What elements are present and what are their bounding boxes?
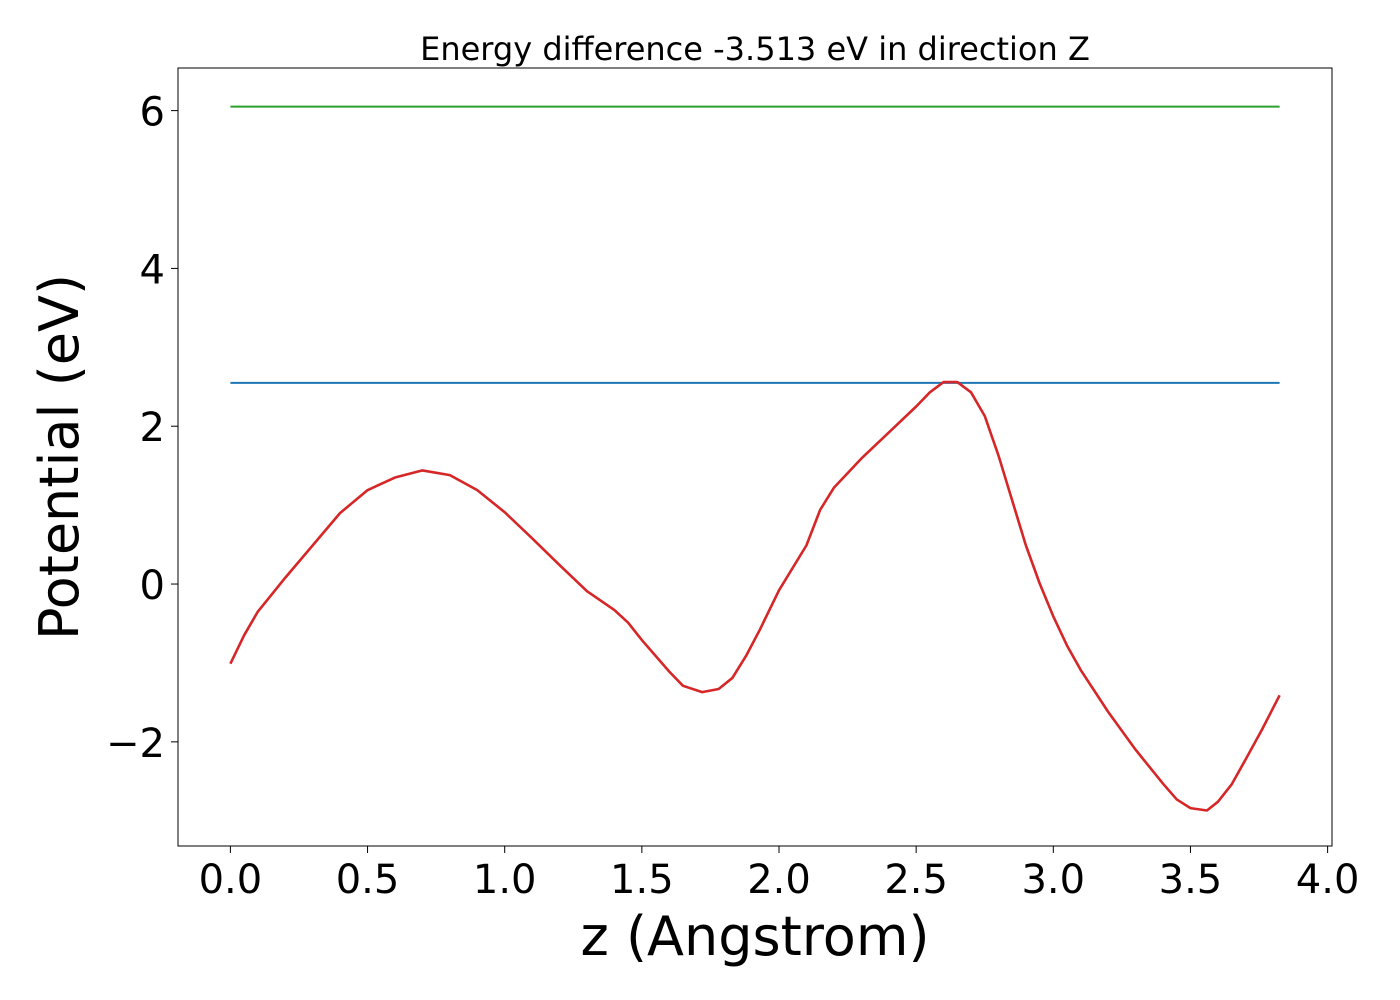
x-tick-label: 0.5: [336, 857, 400, 903]
chart-title: Energy difference -3.513 eV in direction…: [420, 30, 1090, 68]
line-series: [229, 380, 1281, 812]
x-tick-label: 2.5: [884, 857, 948, 903]
x-tick-label: 1.0: [473, 857, 537, 903]
x-tick-label: 4.0: [1296, 857, 1360, 903]
x-tick-label: 3.0: [1021, 857, 1085, 903]
y-tick-label: 6: [140, 90, 165, 136]
x-tick-label: 1.5: [610, 857, 674, 903]
plot-frame: [177, 67, 1333, 847]
y-tick-label: −2: [106, 721, 165, 767]
x-tick-label: 3.5: [1159, 857, 1223, 903]
x-axis-label: z (Angstrom): [580, 905, 929, 968]
x-tick-label: 2.0: [747, 857, 811, 903]
y-tick-label: 2: [140, 405, 165, 451]
y-tick-label: 0: [140, 563, 165, 609]
y-tick-label: 4: [140, 247, 165, 293]
y-axis-label: Potential (eV): [28, 274, 91, 640]
x-tick-label: 0.0: [199, 857, 263, 903]
